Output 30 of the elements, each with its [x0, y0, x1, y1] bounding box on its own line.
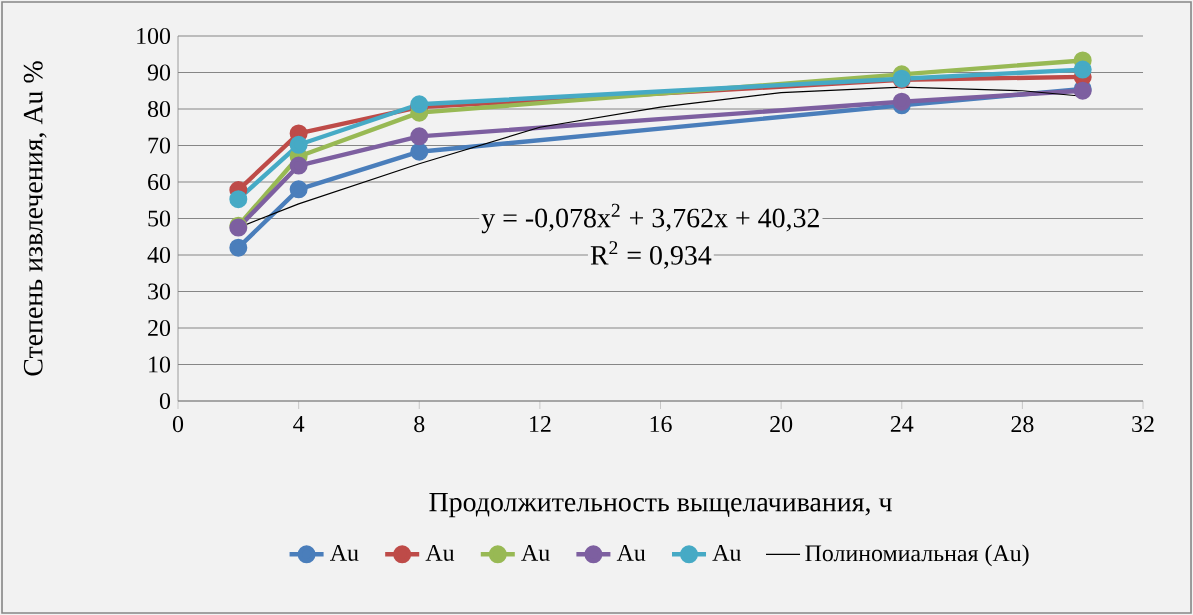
- x-axis-title: Продолжительность выщелачивания, ч: [429, 492, 892, 518]
- y-tick-label: 30: [148, 283, 171, 300]
- annotation: y = -0,078x$^{2}$ + 3,762x + 40,32: [481, 203, 819, 234]
- legend-label: Полиномиальная (Au): [805, 544, 1029, 567]
- x-tick-label: 32: [1132, 416, 1154, 433]
- y-tick-label: 60: [148, 173, 171, 191]
- x-tick-label: 16: [650, 416, 672, 433]
- y-tick-label: 90: [147, 64, 171, 81]
- x-tick-label: 12: [530, 416, 551, 432]
- legend-label: Au: [712, 544, 741, 561]
- x-tick-label: 4: [293, 416, 305, 432]
- x-tick-label: 28: [1011, 416, 1034, 433]
- annotation: R$^{2}$ = 0,934: [590, 241, 712, 269]
- legend-label: Au: [329, 544, 359, 561]
- legend-label: Au: [425, 544, 455, 561]
- y-tick-label: 100: [137, 27, 171, 45]
- y-tick-label: 10: [149, 356, 171, 373]
- y-axis-title: Степень извлечения, Au %: [23, 61, 47, 376]
- x-tick-label: 24: [890, 416, 914, 432]
- y-tick-label: 70: [148, 137, 171, 154]
- y-tick-label: 0: [159, 392, 171, 410]
- y-tick-label: 20: [148, 319, 171, 337]
- x-tick-label: 20: [770, 416, 793, 433]
- x-tick-label: 0: [172, 416, 184, 433]
- y-tick-label: 80: [147, 100, 171, 118]
- y-tick-label: 40: [147, 246, 171, 264]
- legend-label: Au: [521, 544, 550, 561]
- x-tick-label: 8: [414, 416, 425, 433]
- legend-label: Au: [616, 544, 646, 561]
- y-tick-label: 50: [148, 210, 171, 227]
